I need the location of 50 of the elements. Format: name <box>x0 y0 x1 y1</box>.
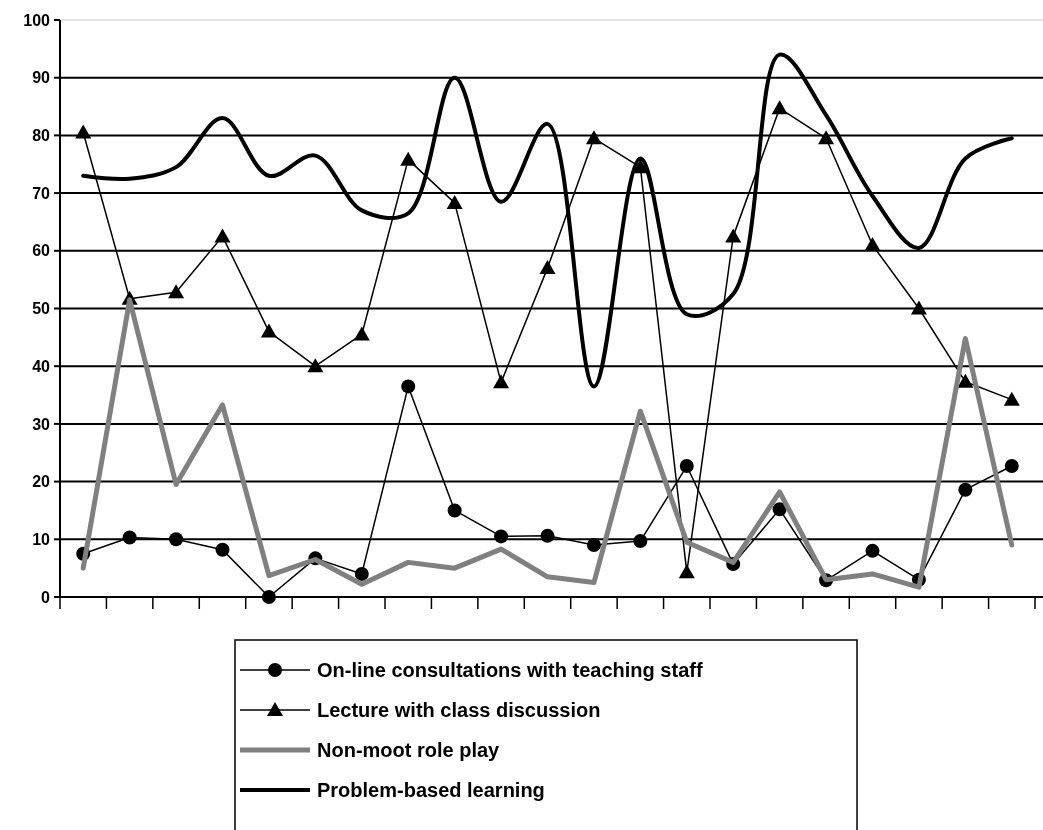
point <box>214 228 231 243</box>
y-tick-label: 70 <box>32 184 51 202</box>
y-tick-label: 90 <box>32 69 51 87</box>
point <box>539 260 556 275</box>
y-tick-label: 80 <box>32 127 51 144</box>
point <box>75 124 92 139</box>
point <box>585 130 602 145</box>
point <box>307 358 324 373</box>
point <box>865 543 880 558</box>
point <box>169 532 184 547</box>
point <box>957 373 974 388</box>
point <box>540 528 555 543</box>
point <box>958 482 973 497</box>
point <box>494 529 509 544</box>
point <box>447 503 462 518</box>
point <box>493 374 510 389</box>
point <box>678 564 695 579</box>
point <box>771 100 788 115</box>
y-tick-label: 100 <box>23 11 51 29</box>
point <box>818 130 835 145</box>
legend-label: Non-moot role play <box>317 739 501 761</box>
point <box>261 590 276 604</box>
point <box>260 323 277 338</box>
point <box>910 300 927 315</box>
point <box>122 530 137 545</box>
point <box>725 228 742 243</box>
point <box>772 502 787 517</box>
point <box>446 194 463 209</box>
legend-label: Problem-based learning <box>317 779 545 801</box>
point <box>864 237 881 252</box>
point <box>215 542 230 557</box>
y-tick-label: 40 <box>32 357 51 375</box>
point <box>1004 459 1019 474</box>
y-tick-label: 10 <box>32 530 51 548</box>
y-tick-label: 30 <box>32 415 51 433</box>
point <box>633 534 648 549</box>
point <box>400 151 417 166</box>
point <box>401 379 416 394</box>
point <box>586 538 601 553</box>
legend-label: On-line consultations with teaching staff <box>317 659 703 681</box>
legend-label: Lecture with class discussion <box>317 699 601 721</box>
y-tick-label: 50 <box>32 300 51 318</box>
y-tick-label: 60 <box>32 242 51 260</box>
point <box>679 459 694 474</box>
point <box>354 566 369 581</box>
point <box>353 326 370 341</box>
y-tick-label: 0 <box>41 588 51 606</box>
point <box>1003 391 1020 406</box>
y-tick-label: 20 <box>32 473 51 491</box>
point <box>168 284 185 299</box>
